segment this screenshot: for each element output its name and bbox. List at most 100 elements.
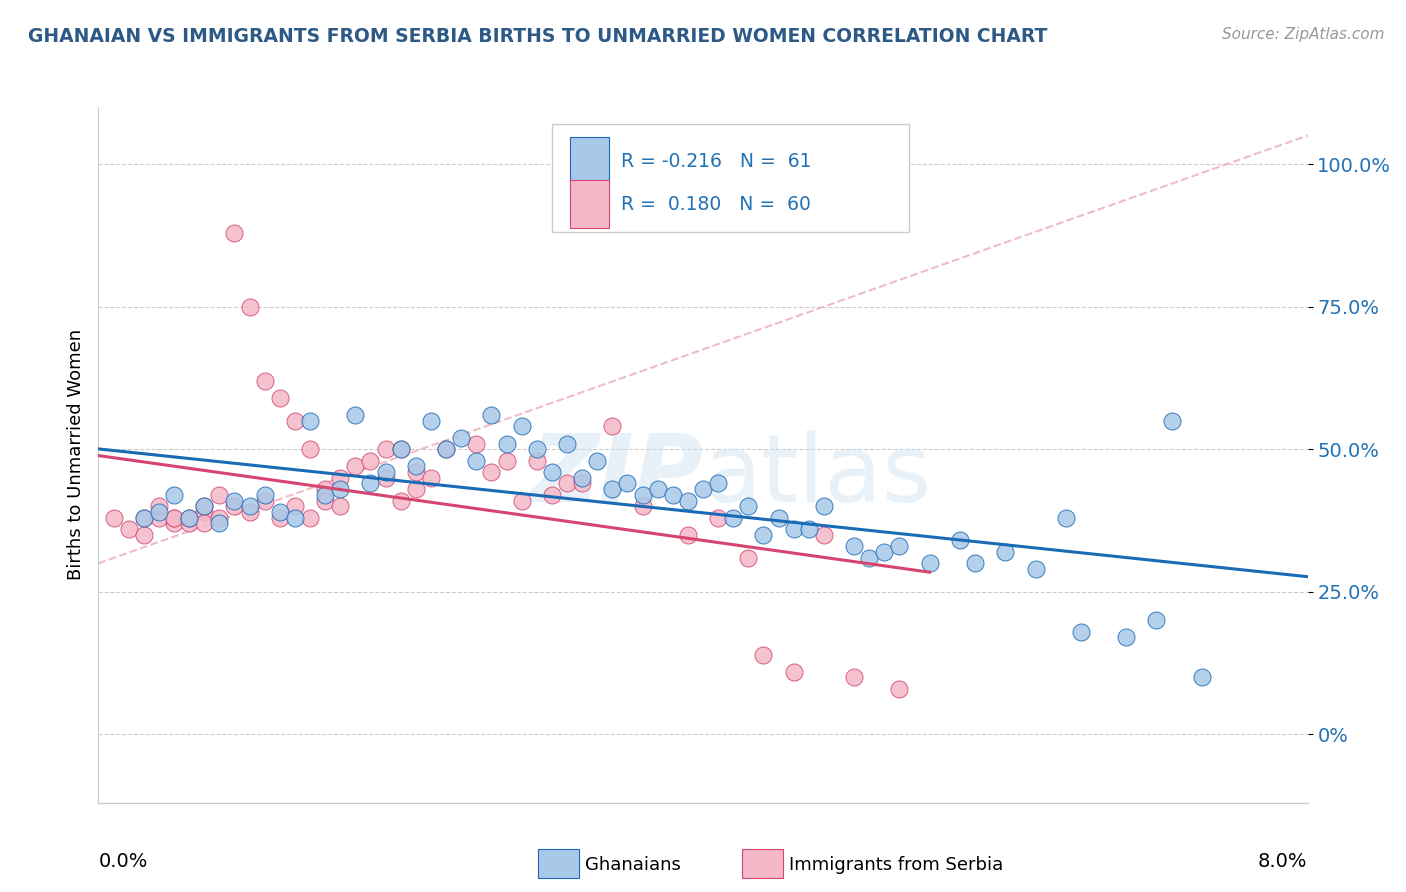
Text: Source: ZipAtlas.com: Source: ZipAtlas.com <box>1222 27 1385 42</box>
Point <box>631 500 654 514</box>
Y-axis label: Births to Unmarried Women: Births to Unmarried Women <box>66 329 84 581</box>
Point <box>284 414 307 428</box>
Point <box>737 550 759 565</box>
Point <box>374 465 396 479</box>
Point <box>239 300 262 314</box>
Point <box>692 482 714 496</box>
Point <box>163 516 186 531</box>
Point <box>873 545 896 559</box>
Point <box>132 510 155 524</box>
Point <box>253 374 276 388</box>
Point <box>602 482 624 496</box>
Point <box>889 539 911 553</box>
Point <box>329 500 352 514</box>
Point <box>889 681 911 696</box>
Point <box>752 528 775 542</box>
Point <box>797 522 820 536</box>
Text: Immigrants from Serbia: Immigrants from Serbia <box>789 856 1002 874</box>
Point <box>450 431 472 445</box>
Point <box>253 488 276 502</box>
Point <box>118 522 141 536</box>
Point <box>208 510 231 524</box>
Point <box>359 476 381 491</box>
Point <box>103 510 125 524</box>
Point <box>163 510 186 524</box>
Point <box>510 419 533 434</box>
Point <box>269 391 291 405</box>
Text: GHANAIAN VS IMMIGRANTS FROM SERBIA BIRTHS TO UNMARRIED WOMEN CORRELATION CHART: GHANAIAN VS IMMIGRANTS FROM SERBIA BIRTH… <box>28 27 1047 45</box>
Point <box>965 556 987 570</box>
Point <box>419 414 441 428</box>
Point <box>405 482 427 496</box>
Text: 0.0%: 0.0% <box>98 852 148 871</box>
Point <box>1144 613 1167 627</box>
Text: ZIP: ZIP <box>530 430 703 522</box>
Text: Ghanaians: Ghanaians <box>585 856 681 874</box>
Point <box>647 482 669 496</box>
Point <box>269 505 291 519</box>
Point <box>314 488 336 502</box>
Text: R = -0.216   N =  61: R = -0.216 N = 61 <box>621 152 811 170</box>
Point <box>1070 624 1092 639</box>
Point <box>434 442 457 457</box>
Point <box>676 528 699 542</box>
Point <box>479 465 503 479</box>
Point <box>329 482 352 496</box>
Point <box>465 453 488 467</box>
Point <box>555 436 578 450</box>
Point <box>208 516 231 531</box>
Point <box>1115 631 1137 645</box>
Point <box>768 510 790 524</box>
Point <box>224 500 246 514</box>
Point <box>616 476 638 491</box>
FancyBboxPatch shape <box>569 180 609 228</box>
Point <box>344 408 367 422</box>
Point <box>1160 414 1182 428</box>
Point <box>132 528 155 542</box>
Point <box>602 419 624 434</box>
Point <box>389 442 412 457</box>
Point <box>299 510 322 524</box>
Point <box>555 476 578 491</box>
Point <box>858 550 880 565</box>
Point <box>389 493 412 508</box>
Point <box>359 453 381 467</box>
Point <box>813 528 835 542</box>
Text: atlas: atlas <box>703 430 931 522</box>
FancyBboxPatch shape <box>569 137 609 186</box>
Point <box>586 453 609 467</box>
Point <box>224 226 246 240</box>
Point <box>179 516 201 531</box>
Point <box>707 510 730 524</box>
Point <box>434 442 457 457</box>
Point <box>723 510 745 524</box>
Point <box>329 471 352 485</box>
Point <box>148 510 170 524</box>
Point <box>661 488 683 502</box>
Point <box>299 442 322 457</box>
FancyBboxPatch shape <box>551 124 908 232</box>
Point <box>782 522 804 536</box>
Point <box>224 493 246 508</box>
Point <box>737 500 759 514</box>
Point <box>540 465 562 479</box>
Point <box>495 453 517 467</box>
Point <box>193 516 215 531</box>
Point <box>239 500 262 514</box>
Point <box>374 471 396 485</box>
Point <box>676 493 699 508</box>
Point <box>405 465 427 479</box>
Point <box>269 510 291 524</box>
Point <box>374 442 396 457</box>
Point <box>844 670 866 684</box>
Point <box>1191 670 1213 684</box>
Point <box>148 505 170 519</box>
Text: R =  0.180   N =  60: R = 0.180 N = 60 <box>621 195 811 214</box>
Point <box>844 539 866 553</box>
Point <box>314 493 336 508</box>
Point <box>571 476 593 491</box>
Point <box>419 471 441 485</box>
Point <box>526 453 548 467</box>
Point <box>1054 510 1077 524</box>
Point <box>405 459 427 474</box>
